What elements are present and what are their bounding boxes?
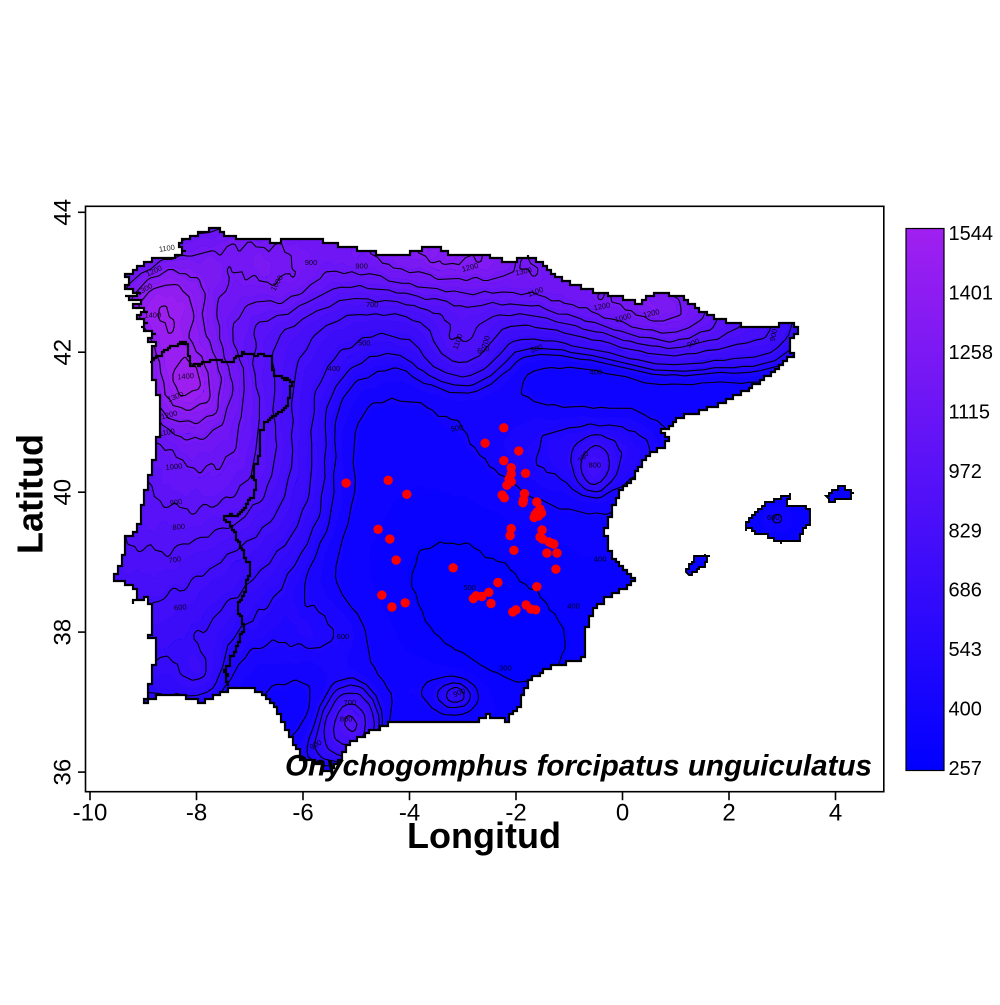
svg-text:-6: -6: [292, 799, 313, 826]
svg-text:700: 700: [344, 698, 357, 707]
svg-text:-4: -4: [399, 799, 420, 826]
svg-text:44: 44: [49, 199, 76, 226]
svg-text:1401: 1401: [949, 283, 994, 305]
svg-text:400: 400: [949, 699, 982, 721]
svg-text:1200: 1200: [593, 301, 611, 313]
svg-text:4: 4: [829, 799, 842, 826]
svg-text:600: 600: [174, 602, 187, 612]
svg-text:700: 700: [480, 335, 492, 349]
svg-text:700: 700: [168, 554, 182, 565]
svg-text:1300: 1300: [514, 265, 532, 277]
svg-text:300: 300: [499, 664, 512, 673]
svg-text:600: 600: [476, 344, 490, 356]
svg-text:36: 36: [49, 759, 76, 786]
svg-text:Latitud: Latitud: [10, 434, 51, 554]
svg-text:1400: 1400: [177, 371, 194, 381]
svg-text:400: 400: [567, 601, 580, 610]
svg-text:800: 800: [172, 522, 185, 532]
svg-text:1100: 1100: [158, 243, 175, 254]
svg-text:1400: 1400: [144, 310, 161, 319]
svg-text:Onychogomphus forcipatus ungui: Onychogomphus forcipatus unguiculatus: [285, 750, 872, 783]
svg-text:600: 600: [767, 513, 780, 522]
svg-text:686: 686: [949, 580, 982, 602]
svg-text:1000: 1000: [165, 461, 182, 471]
svg-text:2: 2: [722, 799, 735, 826]
svg-text:500: 500: [529, 342, 544, 354]
svg-text:1544: 1544: [949, 223, 994, 245]
svg-text:400: 400: [328, 364, 341, 373]
svg-text:257: 257: [949, 758, 982, 780]
svg-text:-8: -8: [186, 799, 207, 826]
svg-text:1000: 1000: [614, 311, 632, 324]
svg-text:1200: 1200: [642, 307, 660, 319]
svg-text:900: 900: [169, 497, 183, 508]
svg-text:400: 400: [590, 368, 603, 377]
svg-text:543: 543: [949, 639, 982, 661]
svg-text:500: 500: [463, 583, 476, 592]
svg-text:38: 38: [49, 619, 76, 646]
svg-text:900: 900: [768, 328, 779, 342]
svg-text:500: 500: [450, 423, 464, 434]
svg-text:829: 829: [949, 520, 982, 542]
svg-text:600: 600: [337, 632, 350, 641]
svg-text:Longitud: Longitud: [407, 815, 561, 856]
svg-text:42: 42: [49, 339, 76, 366]
svg-text:0: 0: [616, 799, 629, 826]
svg-text:500: 500: [358, 338, 371, 347]
svg-text:900: 900: [355, 261, 368, 270]
svg-text:1258: 1258: [949, 342, 994, 364]
svg-text:972: 972: [949, 461, 982, 483]
svg-text:900: 900: [305, 258, 318, 267]
svg-text:-2: -2: [505, 799, 526, 826]
svg-text:800: 800: [589, 461, 602, 470]
svg-text:700: 700: [366, 300, 379, 309]
svg-text:40: 40: [49, 479, 76, 506]
svg-text:400: 400: [594, 555, 607, 564]
svg-text:1115: 1115: [949, 402, 991, 424]
svg-text:900: 900: [452, 686, 467, 699]
svg-text:1200: 1200: [160, 408, 178, 421]
svg-text:800: 800: [340, 715, 353, 724]
svg-text:1200: 1200: [461, 261, 479, 274]
svg-text:-10: -10: [73, 799, 108, 826]
svg-text:1100: 1100: [158, 427, 175, 439]
